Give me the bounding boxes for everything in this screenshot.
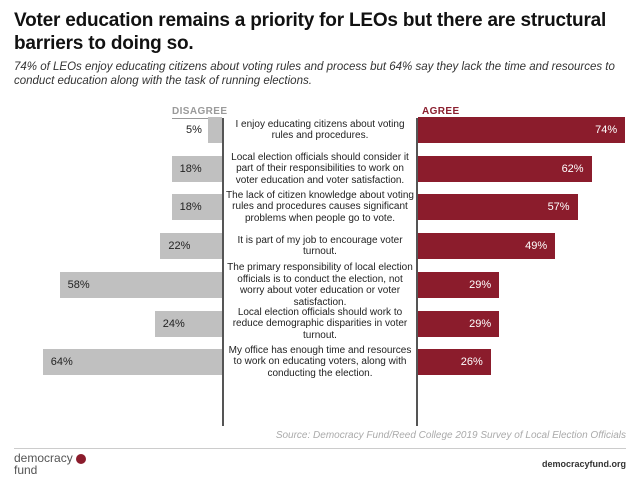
disagree-header: DISAGREE [172, 106, 228, 117]
disagree-bar [208, 117, 222, 143]
disagree-value-label: 18% [179, 163, 202, 175]
disagree-value-label: 64% [50, 356, 73, 368]
disagree-bar [171, 156, 222, 182]
agree-bar [418, 349, 491, 375]
logo-line-2: fund [14, 463, 38, 477]
agree-axis-line [416, 118, 418, 426]
disagree-value-label: 5% [186, 124, 202, 136]
disagree-value-label: 18% [179, 201, 202, 213]
agree-value-label: 57% [547, 201, 570, 213]
agree-value-label: 26% [460, 356, 483, 368]
disagree-value-label: 58% [67, 279, 90, 291]
footer-divider [14, 448, 626, 449]
chart-subtitle: 74% of LEOs enjoy educating citizens abo… [14, 61, 615, 87]
disagree-value-label: 24% [162, 318, 185, 330]
disagree-bar [160, 233, 222, 259]
disagree-bar [42, 349, 222, 375]
agree-value-label: 29% [469, 279, 492, 291]
chart-title: Voter education remains a priority for L… [14, 10, 607, 54]
statement-label: It is part of my job to encourage voter … [237, 234, 403, 258]
disagree-bar [154, 311, 222, 337]
agree-bar [418, 194, 578, 220]
source-note: Source: Democracy Fund/Reed College 2019… [275, 430, 626, 441]
democracy-fund-logo: democracy fund [14, 452, 86, 476]
disagree-value-label: 22% [168, 240, 191, 252]
statement-label: I enjoy educating citizens about voting … [235, 118, 405, 142]
statement-label: Local election officials should consider… [231, 151, 409, 186]
logo-mark-icon [75, 453, 86, 464]
logo-line-1: democracy [14, 451, 73, 465]
disagree-bar [171, 194, 222, 220]
agree-bar [418, 311, 500, 337]
agree-value-label: 62% [561, 163, 584, 175]
agree-bar [418, 117, 626, 143]
agree-value-label: 74% [595, 124, 618, 136]
agree-bar [418, 272, 500, 298]
statement-label: The primary responsibility of local elec… [227, 262, 413, 308]
agree-bar [418, 233, 556, 259]
disagree-axis-line [222, 118, 224, 426]
statement-label: The lack of citizen knowledge about voti… [226, 189, 414, 224]
disagree-header-rule [172, 118, 220, 119]
agree-value-label: 29% [469, 318, 492, 330]
website-link[interactable]: democracyfund.org [541, 459, 626, 469]
agree-value-label: 49% [525, 240, 548, 252]
disagree-bar [59, 272, 222, 298]
statement-label: Local election officials should work to … [232, 306, 408, 341]
statement-label: My office has enough time and resources … [228, 344, 412, 379]
agree-bar [418, 156, 592, 182]
agree-header: AGREE [422, 106, 460, 117]
